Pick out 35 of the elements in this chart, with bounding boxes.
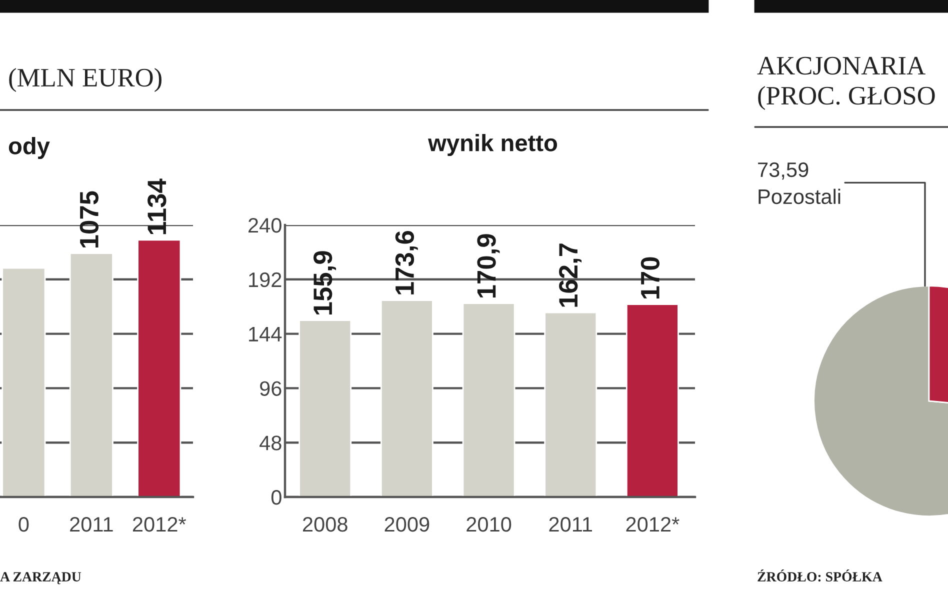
data-label: 1075 bbox=[80, 191, 99, 248]
data-label: 162,7 bbox=[559, 244, 582, 307]
text: ŹRÓDŁO: SPÓŁKA bbox=[758, 569, 882, 582]
data-label: 170,9 bbox=[477, 234, 500, 298]
bar bbox=[380, 300, 434, 497]
data-label: 73,59 bbox=[758, 162, 808, 180]
x-tick-label: 2010 bbox=[466, 516, 512, 532]
x-tick-label: 2009 bbox=[384, 516, 430, 532]
chart-title: AKCJONARIA bbox=[757, 56, 926, 75]
text: A ZARZĄDU bbox=[0, 572, 82, 584]
bar bbox=[298, 320, 352, 497]
y-tick-label: 0 bbox=[271, 490, 282, 505]
chart-title: wynik netto bbox=[428, 134, 558, 156]
x-tick-label: 2008 bbox=[302, 516, 348, 532]
bar bbox=[626, 304, 679, 497]
x-tick-label: 2012* bbox=[132, 516, 186, 532]
chart-subtitle: (MLN EURO) bbox=[9, 68, 162, 92]
chart-title: ody bbox=[8, 136, 50, 160]
y-tick-label: 144 bbox=[249, 327, 282, 342]
data-label: 1134 bbox=[148, 178, 166, 234]
y-tick-label: 240 bbox=[248, 218, 282, 233]
slice-label: Pozostali bbox=[758, 188, 840, 204]
x-tick-label: 2012* bbox=[626, 516, 680, 532]
data-label: 155,9 bbox=[313, 251, 336, 314]
x-tick-label: 2011 bbox=[549, 516, 592, 532]
x-tick-label: 2011 bbox=[70, 516, 113, 532]
y-tick-label: 48 bbox=[260, 436, 282, 450]
y-tick-label: 96 bbox=[260, 381, 282, 396]
bar bbox=[462, 302, 516, 497]
chart-subtitle: (PROC. GŁOSO bbox=[758, 86, 935, 110]
bar bbox=[544, 312, 598, 497]
y-tick-label: 192 bbox=[249, 272, 282, 288]
data-label: 170 bbox=[640, 257, 660, 299]
data-label: 173,6 bbox=[395, 231, 418, 294]
x-tick-label: 0 bbox=[18, 516, 29, 532]
